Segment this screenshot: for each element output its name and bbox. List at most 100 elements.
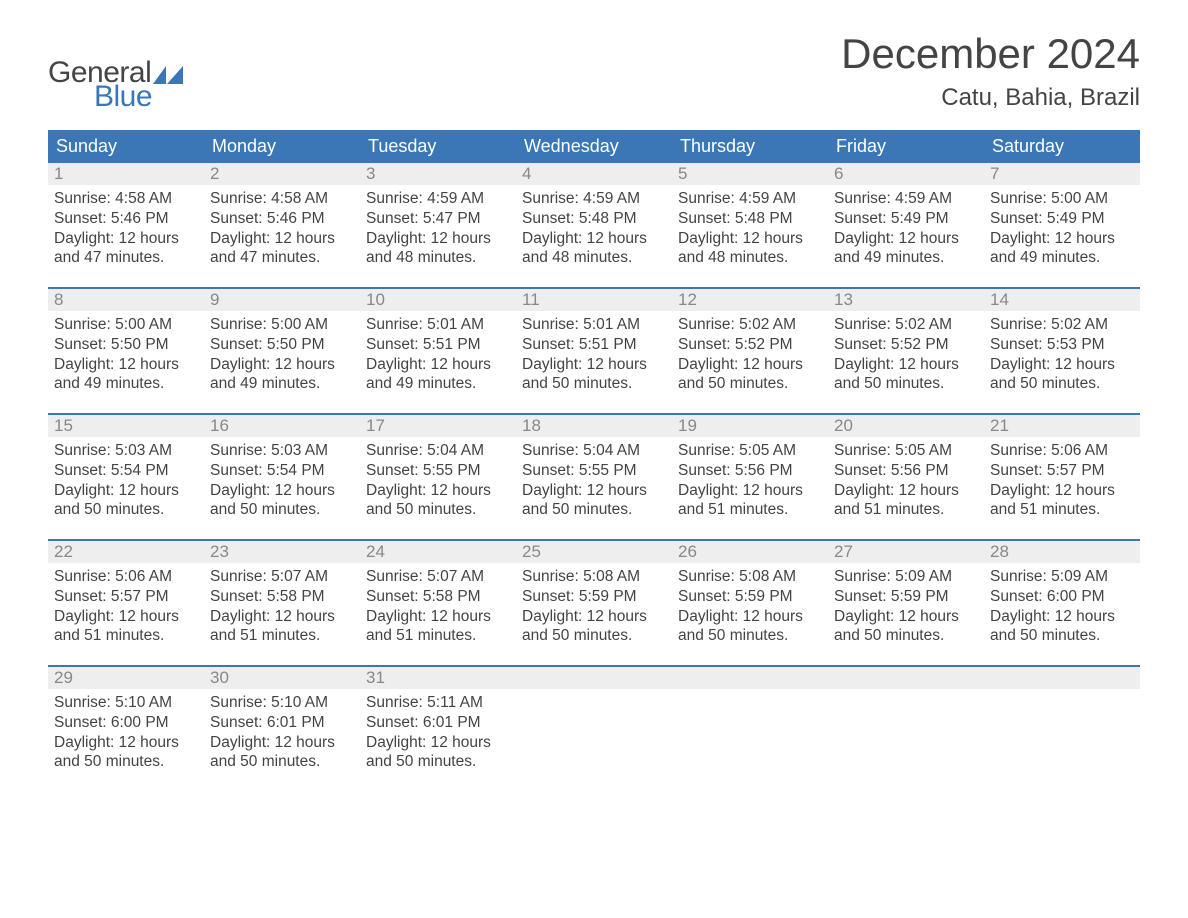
location-subtitle: Catu, Bahia, Brazil [841,84,1140,112]
sunset-line: Sunset: 5:47 PM [366,209,510,229]
sunset-line: Sunset: 5:54 PM [54,461,198,481]
day-details: Sunrise: 5:01 AMSunset: 5:51 PMDaylight:… [516,311,672,400]
day-number: . [672,667,828,689]
sunset-line: Sunset: 5:58 PM [366,587,510,607]
sunset-line: Sunset: 5:51 PM [366,335,510,355]
calendar-day: 15Sunrise: 5:03 AMSunset: 5:54 PMDayligh… [48,415,204,539]
brand-line2: Blue [94,82,183,112]
sunset-line: Sunset: 5:54 PM [210,461,354,481]
calendar-week: 22Sunrise: 5:06 AMSunset: 5:57 PMDayligh… [48,539,1140,665]
calendar-day: 23Sunrise: 5:07 AMSunset: 5:58 PMDayligh… [204,541,360,665]
sunrise-line: Sunrise: 4:58 AM [210,189,354,209]
day-number: 29 [48,667,204,689]
sunrise-line: Sunrise: 5:03 AM [54,441,198,461]
calendar-day: 17Sunrise: 5:04 AMSunset: 5:55 PMDayligh… [360,415,516,539]
sunrise-line: Sunrise: 5:08 AM [678,567,822,587]
sunset-line: Sunset: 5:55 PM [366,461,510,481]
day-number: 16 [204,415,360,437]
sunrise-line: Sunrise: 5:04 AM [522,441,666,461]
calendar-day: 29Sunrise: 5:10 AMSunset: 6:00 PMDayligh… [48,667,204,791]
day-details: Sunrise: 5:10 AMSunset: 6:01 PMDaylight:… [204,689,360,778]
calendar-day: 9Sunrise: 5:00 AMSunset: 5:50 PMDaylight… [204,289,360,413]
day-number: 6 [828,163,984,185]
calendar-day: 10Sunrise: 5:01 AMSunset: 5:51 PMDayligh… [360,289,516,413]
day-number: 19 [672,415,828,437]
sunset-line: Sunset: 5:50 PM [54,335,198,355]
calendar-day: 31Sunrise: 5:11 AMSunset: 6:01 PMDayligh… [360,667,516,791]
daylight-line: Daylight: 12 hours and 51 minutes. [210,607,354,647]
sunrise-line: Sunrise: 5:04 AM [366,441,510,461]
daylight-line: Daylight: 12 hours and 51 minutes. [990,481,1134,521]
day-details: Sunrise: 5:08 AMSunset: 5:59 PMDaylight:… [516,563,672,652]
daylight-line: Daylight: 12 hours and 49 minutes. [990,229,1134,269]
sunrise-line: Sunrise: 5:09 AM [834,567,978,587]
day-details: Sunrise: 5:05 AMSunset: 5:56 PMDaylight:… [828,437,984,526]
day-details: Sunrise: 5:09 AMSunset: 5:59 PMDaylight:… [828,563,984,652]
daylight-line: Daylight: 12 hours and 50 minutes. [990,355,1134,395]
daylight-line: Daylight: 12 hours and 50 minutes. [834,355,978,395]
day-details: Sunrise: 5:00 AMSunset: 5:50 PMDaylight:… [48,311,204,400]
day-number: 31 [360,667,516,689]
daylight-line: Daylight: 12 hours and 50 minutes. [522,355,666,395]
sunrise-line: Sunrise: 5:07 AM [366,567,510,587]
day-details: Sunrise: 4:58 AMSunset: 5:46 PMDaylight:… [204,185,360,274]
sunset-line: Sunset: 5:59 PM [678,587,822,607]
daylight-line: Daylight: 12 hours and 50 minutes. [54,733,198,773]
daylight-line: Daylight: 12 hours and 50 minutes. [678,607,822,647]
weekday-header: Tuesday [360,130,516,163]
daylight-line: Daylight: 12 hours and 51 minutes. [366,607,510,647]
calendar-day: . [828,667,984,791]
daylight-line: Daylight: 12 hours and 51 minutes. [834,481,978,521]
day-number: 18 [516,415,672,437]
title-block: December 2024 Catu, Bahia, Brazil [841,30,1140,112]
calendar-day: 12Sunrise: 5:02 AMSunset: 5:52 PMDayligh… [672,289,828,413]
day-number: 14 [984,289,1140,311]
day-number: 15 [48,415,204,437]
day-number: 1 [48,163,204,185]
month-title: December 2024 [841,30,1140,78]
calendar-week: 29Sunrise: 5:10 AMSunset: 6:00 PMDayligh… [48,665,1140,791]
calendar-day: 24Sunrise: 5:07 AMSunset: 5:58 PMDayligh… [360,541,516,665]
sunset-line: Sunset: 5:53 PM [990,335,1134,355]
sunset-line: Sunset: 5:50 PM [210,335,354,355]
daylight-line: Daylight: 12 hours and 50 minutes. [366,733,510,773]
day-details: Sunrise: 5:06 AMSunset: 5:57 PMDaylight:… [48,563,204,652]
weekday-header: Monday [204,130,360,163]
daylight-line: Daylight: 12 hours and 49 minutes. [834,229,978,269]
sunset-line: Sunset: 5:46 PM [54,209,198,229]
day-details: Sunrise: 5:07 AMSunset: 5:58 PMDaylight:… [204,563,360,652]
weekday-header: Friday [828,130,984,163]
day-details: Sunrise: 5:08 AMSunset: 5:59 PMDaylight:… [672,563,828,652]
sunrise-line: Sunrise: 5:02 AM [834,315,978,335]
calendar-day: 22Sunrise: 5:06 AMSunset: 5:57 PMDayligh… [48,541,204,665]
day-details: Sunrise: 4:59 AMSunset: 5:48 PMDaylight:… [672,185,828,274]
sunrise-line: Sunrise: 4:59 AM [678,189,822,209]
calendar-day: 7Sunrise: 5:00 AMSunset: 5:49 PMDaylight… [984,163,1140,287]
daylight-line: Daylight: 12 hours and 50 minutes. [210,733,354,773]
calendar-day: 25Sunrise: 5:08 AMSunset: 5:59 PMDayligh… [516,541,672,665]
sunset-line: Sunset: 5:52 PM [834,335,978,355]
day-number: 12 [672,289,828,311]
daylight-line: Daylight: 12 hours and 50 minutes. [522,481,666,521]
sunrise-line: Sunrise: 5:02 AM [990,315,1134,335]
day-number: 8 [48,289,204,311]
sunset-line: Sunset: 5:58 PM [210,587,354,607]
sunrise-line: Sunrise: 5:00 AM [990,189,1134,209]
calendar-week: 1Sunrise: 4:58 AMSunset: 5:46 PMDaylight… [48,163,1140,287]
calendar-day: 1Sunrise: 4:58 AMSunset: 5:46 PMDaylight… [48,163,204,287]
sunset-line: Sunset: 5:59 PM [834,587,978,607]
day-details: Sunrise: 5:02 AMSunset: 5:52 PMDaylight:… [828,311,984,400]
calendar-day: 18Sunrise: 5:04 AMSunset: 5:55 PMDayligh… [516,415,672,539]
day-number: 2 [204,163,360,185]
day-number: 26 [672,541,828,563]
weekday-header: Sunday [48,130,204,163]
sunset-line: Sunset: 5:48 PM [522,209,666,229]
day-details: Sunrise: 4:59 AMSunset: 5:48 PMDaylight:… [516,185,672,274]
calendar-day: 30Sunrise: 5:10 AMSunset: 6:01 PMDayligh… [204,667,360,791]
sunrise-line: Sunrise: 5:09 AM [990,567,1134,587]
day-number: 4 [516,163,672,185]
sunrise-line: Sunrise: 5:11 AM [366,693,510,713]
sunrise-line: Sunrise: 5:00 AM [210,315,354,335]
sunrise-line: Sunrise: 4:59 AM [522,189,666,209]
calendar-day: 20Sunrise: 5:05 AMSunset: 5:56 PMDayligh… [828,415,984,539]
